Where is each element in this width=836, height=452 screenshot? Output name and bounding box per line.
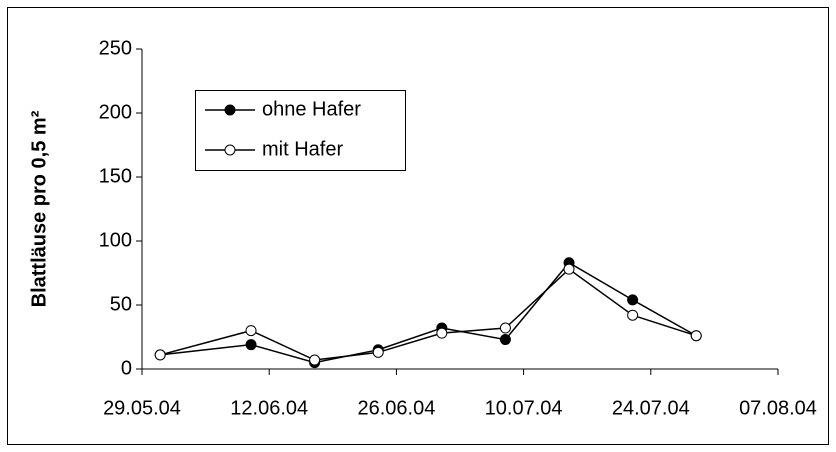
data-point <box>627 309 639 321</box>
data-point <box>154 349 166 361</box>
data-point <box>499 322 511 334</box>
data-point <box>499 334 511 346</box>
data-point <box>563 263 575 275</box>
data-point <box>309 354 321 366</box>
x-tick-label: 10.07.04 <box>485 397 563 419</box>
chart-frame <box>7 7 829 445</box>
y-axis-label: Blattläuse pro 0,5 m² <box>28 110 50 307</box>
x-tick-label: 07.08.04 <box>739 397 817 419</box>
legend-marker <box>224 144 236 156</box>
x-tick-label: 12.06.04 <box>230 397 308 419</box>
legend-label: mit Hafer <box>262 138 343 160</box>
data-point <box>436 327 448 339</box>
x-tick-label: 26.06.04 <box>357 397 435 419</box>
y-tick-label: 50 <box>110 293 132 315</box>
y-tick-label: 150 <box>99 165 132 187</box>
data-point <box>245 325 257 337</box>
y-tick-label: 0 <box>121 357 132 379</box>
x-tick-label: 29.05.04 <box>103 397 181 419</box>
legend-marker <box>224 104 236 116</box>
legend-label: ohne Hafer <box>262 98 361 120</box>
x-tick-label: 24.07.04 <box>612 397 690 419</box>
legend-box <box>195 90 406 171</box>
data-point <box>372 346 384 358</box>
y-tick-label: 250 <box>99 37 132 59</box>
y-tick-label: 200 <box>99 101 132 123</box>
data-point <box>245 339 257 351</box>
y-tick-label: 100 <box>99 229 132 251</box>
data-point <box>690 330 702 342</box>
data-point <box>627 294 639 306</box>
